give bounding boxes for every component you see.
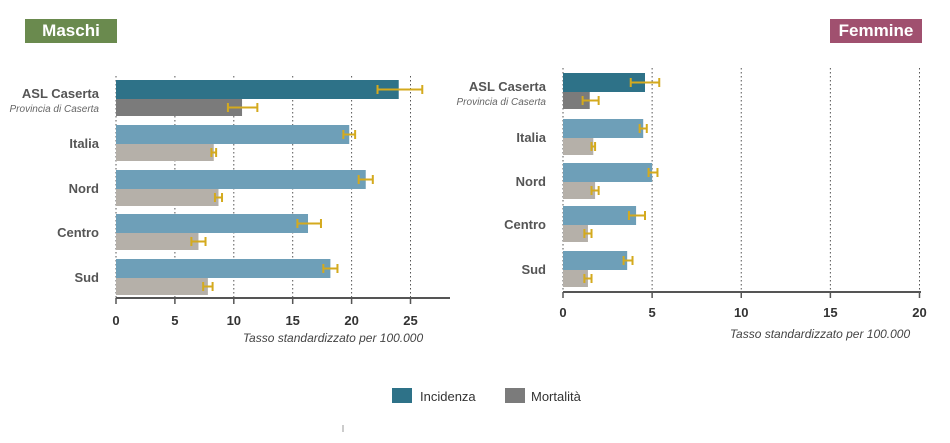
category-label: ASL Caserta	[469, 79, 547, 94]
category-label: Centro	[57, 225, 99, 240]
x-axis-label: Tasso standardizzato per 100.000	[243, 331, 424, 345]
bar-mortalita	[116, 144, 214, 161]
panel-badge-bg	[25, 19, 117, 43]
category-label: Sud	[74, 270, 99, 285]
bar-incidenza	[116, 214, 309, 233]
chart-panel-maschi: Maschi 0 5 10 15 20 25 ASL Caserta Provincia di …	[10, 19, 450, 345]
legend-label: Incidenza	[420, 389, 476, 404]
legend-label: Mortalità	[531, 389, 582, 404]
bar-incidenza	[116, 125, 350, 144]
category-label: Italia	[69, 136, 99, 151]
category-label: Sud	[521, 262, 546, 277]
panel-title: Femmine	[839, 21, 914, 40]
bar-incidenza	[563, 73, 645, 92]
bar-incidenza	[563, 251, 628, 270]
bar-mortalita	[116, 99, 243, 116]
x-tick-label: 10	[734, 305, 748, 320]
x-tick-label: 0	[112, 313, 119, 328]
category-label: Centro	[504, 217, 546, 232]
bar-mortalita	[563, 270, 588, 287]
category-sublabel: Provincia di Caserta	[10, 104, 100, 115]
x-tick-label: 15	[285, 313, 299, 328]
x-tick-label: 20	[344, 313, 358, 328]
chart-panel-femmine: Femmine 0 5 10 15 20 ASL Caserta Provincia di C…	[457, 19, 927, 341]
category-label: Nord	[69, 181, 99, 196]
category-label: ASL Caserta	[22, 86, 100, 101]
category-label: Italia	[516, 130, 546, 145]
x-tick-label: 25	[403, 313, 417, 328]
bar-incidenza	[116, 259, 331, 278]
x-tick-label: 0	[559, 305, 566, 320]
bar-mortalita	[116, 189, 219, 206]
bar-incidenza	[116, 80, 399, 99]
bar-mortalita	[116, 233, 199, 250]
bar-mortalita	[563, 225, 588, 242]
bar-incidenza	[563, 206, 637, 225]
bar-mortalita	[563, 138, 594, 155]
panel-title: Maschi	[42, 21, 100, 40]
bar-incidenza	[563, 163, 653, 182]
bar-mortalita	[116, 278, 208, 295]
panel-badge-bg	[830, 19, 922, 43]
legend-swatch-incidenza	[392, 388, 412, 403]
x-tick-label: 5	[171, 313, 178, 328]
category-label: Nord	[516, 174, 546, 189]
legend: Incidenza Mortalità	[392, 388, 582, 404]
legend-swatch-mortalita	[505, 388, 525, 403]
x-tick-label: 20	[912, 305, 926, 320]
x-tick-label: 5	[649, 305, 656, 320]
bar-incidenza	[116, 170, 366, 189]
x-axis-label: Tasso standardizzato per 100.000	[730, 327, 911, 341]
bar-incidenza	[563, 119, 644, 138]
x-tick-label: 10	[227, 313, 241, 328]
bar-mortalita	[563, 182, 596, 199]
category-sublabel: Provincia di Caserta	[457, 97, 547, 108]
x-tick-label: 15	[823, 305, 837, 320]
